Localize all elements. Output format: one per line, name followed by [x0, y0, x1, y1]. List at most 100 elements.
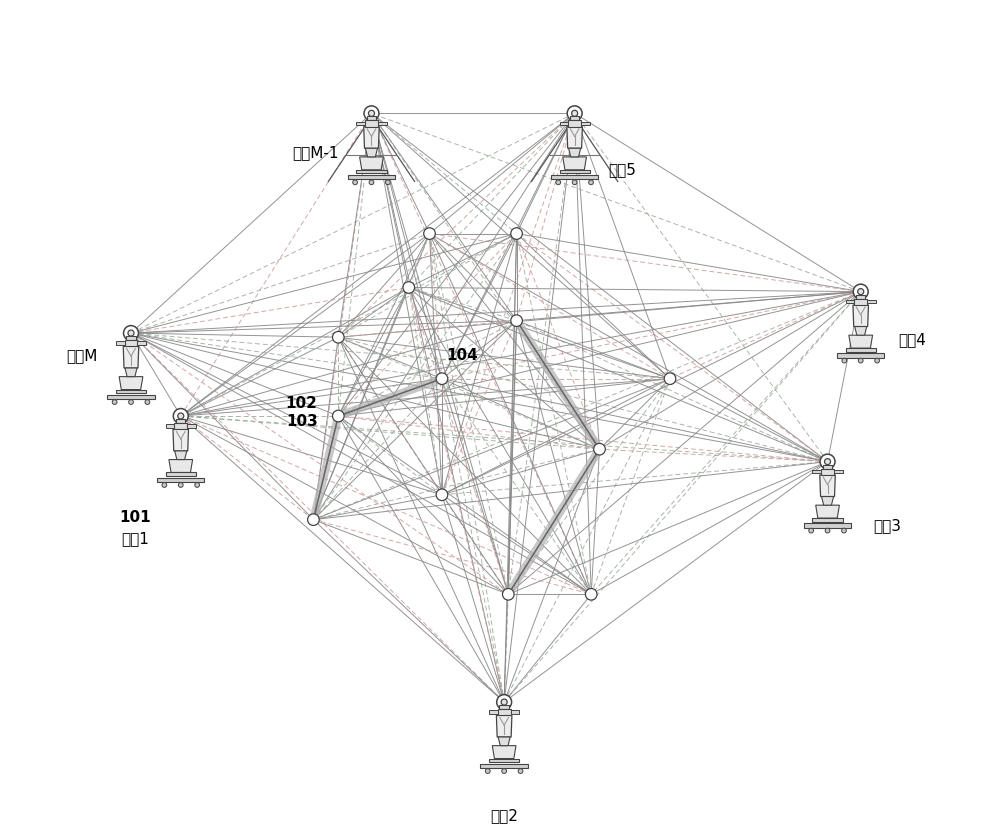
Polygon shape — [157, 478, 204, 482]
Circle shape — [353, 180, 357, 185]
Text: 站位5: 站位5 — [608, 161, 636, 176]
Circle shape — [825, 528, 830, 533]
Polygon shape — [498, 737, 510, 745]
Polygon shape — [855, 326, 867, 335]
Circle shape — [178, 483, 183, 488]
Circle shape — [809, 528, 814, 533]
Circle shape — [173, 409, 188, 423]
Polygon shape — [496, 716, 512, 737]
Polygon shape — [107, 394, 155, 399]
Polygon shape — [567, 126, 582, 148]
Polygon shape — [169, 459, 193, 473]
Polygon shape — [123, 346, 139, 368]
Polygon shape — [569, 148, 581, 157]
Circle shape — [145, 399, 150, 404]
Polygon shape — [570, 116, 579, 121]
Polygon shape — [378, 121, 387, 125]
Circle shape — [825, 458, 831, 464]
Polygon shape — [816, 505, 839, 518]
Polygon shape — [166, 473, 196, 476]
Polygon shape — [560, 121, 568, 125]
Polygon shape — [126, 336, 136, 340]
Polygon shape — [821, 468, 834, 475]
Text: 站位4: 站位4 — [898, 332, 926, 347]
Text: 站位1: 站位1 — [121, 531, 149, 546]
Polygon shape — [137, 341, 146, 345]
Polygon shape — [176, 419, 185, 423]
Circle shape — [585, 588, 597, 600]
Circle shape — [124, 325, 138, 340]
Circle shape — [502, 769, 507, 774]
Polygon shape — [489, 711, 498, 714]
Polygon shape — [581, 121, 590, 125]
Circle shape — [112, 399, 117, 404]
Polygon shape — [560, 170, 590, 173]
Polygon shape — [498, 709, 511, 716]
Polygon shape — [849, 335, 873, 348]
Polygon shape — [348, 175, 395, 180]
Circle shape — [589, 180, 593, 185]
Polygon shape — [551, 175, 598, 180]
Circle shape — [664, 373, 676, 384]
Circle shape — [858, 289, 864, 295]
Circle shape — [572, 111, 578, 116]
Circle shape — [875, 359, 879, 363]
Circle shape — [567, 106, 582, 121]
Polygon shape — [812, 470, 821, 473]
Polygon shape — [360, 157, 383, 170]
Polygon shape — [173, 429, 189, 451]
Text: 103: 103 — [286, 414, 318, 429]
Polygon shape — [480, 764, 528, 768]
Polygon shape — [116, 389, 146, 393]
Polygon shape — [856, 295, 865, 299]
Polygon shape — [365, 148, 378, 157]
Circle shape — [162, 483, 167, 488]
Polygon shape — [364, 126, 379, 148]
Circle shape — [368, 111, 374, 116]
Text: 站位M: 站位M — [66, 349, 98, 364]
Polygon shape — [812, 518, 843, 522]
Circle shape — [485, 769, 490, 774]
Polygon shape — [174, 423, 187, 429]
Circle shape — [853, 285, 868, 299]
Polygon shape — [563, 157, 586, 170]
Polygon shape — [166, 424, 174, 428]
Text: 站位2: 站位2 — [490, 809, 518, 824]
Text: 102: 102 — [286, 396, 318, 411]
Polygon shape — [356, 170, 387, 173]
Polygon shape — [125, 340, 137, 346]
Polygon shape — [119, 377, 143, 389]
Polygon shape — [568, 121, 581, 126]
Text: 站位3: 站位3 — [873, 518, 901, 533]
Polygon shape — [846, 300, 854, 304]
Text: 站位M-1: 站位M-1 — [292, 145, 338, 160]
Circle shape — [364, 106, 379, 121]
Circle shape — [178, 413, 184, 419]
Polygon shape — [125, 368, 137, 377]
Circle shape — [501, 699, 507, 705]
Circle shape — [195, 483, 200, 488]
Polygon shape — [492, 745, 516, 759]
Polygon shape — [820, 475, 835, 497]
Circle shape — [518, 769, 523, 774]
Circle shape — [332, 331, 344, 343]
Polygon shape — [804, 523, 851, 527]
Circle shape — [511, 314, 522, 326]
Polygon shape — [823, 464, 832, 468]
Polygon shape — [834, 470, 843, 473]
Circle shape — [511, 228, 522, 240]
Polygon shape — [489, 759, 519, 762]
Polygon shape — [854, 299, 867, 305]
Circle shape — [556, 180, 561, 185]
Circle shape — [128, 330, 134, 336]
Circle shape — [842, 359, 847, 363]
Circle shape — [403, 282, 415, 293]
Circle shape — [436, 373, 448, 384]
Circle shape — [369, 180, 374, 185]
Polygon shape — [365, 121, 378, 126]
Circle shape — [594, 443, 605, 455]
Circle shape — [332, 410, 344, 422]
Circle shape — [424, 228, 435, 240]
Polygon shape — [853, 305, 868, 326]
Circle shape — [436, 489, 448, 501]
